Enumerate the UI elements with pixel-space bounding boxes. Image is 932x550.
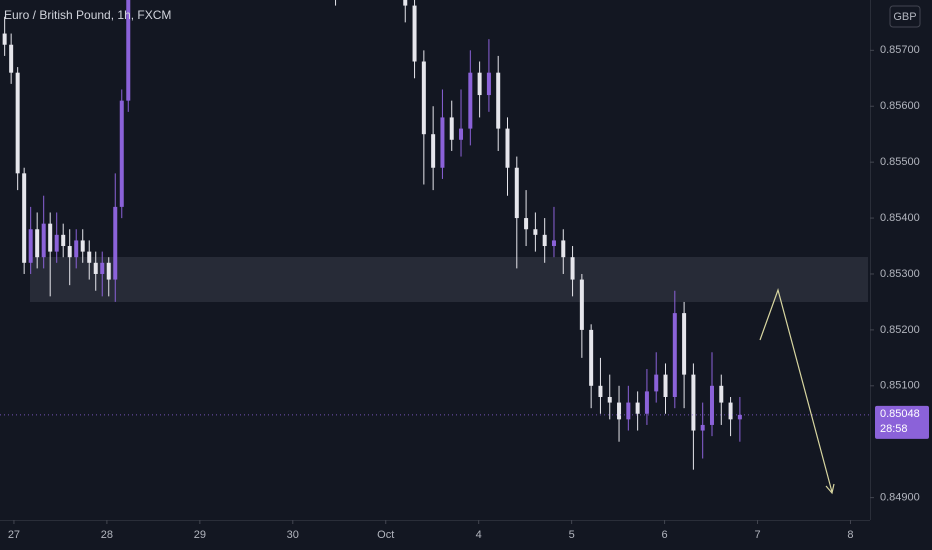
candle-body [561, 240, 566, 258]
candle-body [126, 0, 131, 101]
candle-body [579, 279, 584, 330]
candle-body [570, 257, 575, 280]
candle-body [542, 234, 547, 247]
candle-body [477, 72, 482, 96]
candle-body [100, 262, 105, 274]
candle-body [654, 374, 659, 392]
candle-body [54, 234, 59, 252]
y-tick-label: 0.85200 [880, 324, 920, 336]
candle-body [505, 128, 510, 168]
candle-body [607, 396, 612, 403]
x-tick-label: Oct [377, 529, 394, 541]
candle-body [412, 5, 417, 62]
candle-body [617, 402, 622, 420]
countdown: 28:58 [880, 423, 908, 435]
candle-body [682, 313, 687, 375]
y-tick-label: 0.85100 [880, 380, 920, 392]
candle-body [728, 402, 733, 420]
candle-body [533, 229, 538, 235]
x-tick-label: 27 [8, 529, 20, 541]
candle-body [119, 100, 124, 207]
x-tick-label: 7 [754, 529, 760, 541]
candle-body [35, 229, 40, 258]
candle-body [719, 385, 724, 403]
last-price-box [875, 405, 929, 439]
zone-rectangle [30, 257, 868, 302]
candle-body [440, 117, 445, 168]
x-tick-label: 8 [847, 529, 853, 541]
candle-body [514, 167, 519, 219]
candle-body [551, 240, 556, 247]
chart-title: Euro / British Pound, 1h, FXCM [4, 8, 171, 22]
candle-body [15, 72, 20, 174]
candle-body [74, 240, 79, 258]
y-tick-label: 0.85500 [880, 156, 920, 168]
candle-body [93, 262, 98, 274]
y-tick-label: 0.85600 [880, 100, 920, 112]
candle-body [644, 391, 649, 414]
candles [2, 0, 742, 470]
x-tick-label: 6 [662, 529, 668, 541]
candle-body [106, 262, 111, 280]
candle-body [22, 173, 27, 263]
candle-body [598, 385, 603, 397]
arrow-head [825, 483, 835, 495]
candle-body [737, 414, 742, 420]
currency-badge [889, 5, 921, 28]
candle-body [459, 128, 464, 140]
candle-body [87, 251, 92, 263]
candle-body [589, 329, 594, 386]
candle-body [67, 246, 72, 258]
candle-body [421, 61, 426, 135]
y-tick-label: 0.84900 [880, 492, 920, 504]
candle-body [113, 206, 118, 280]
candle-body [468, 72, 473, 129]
candle-body [709, 385, 714, 425]
candle-body [496, 72, 501, 129]
candle-body [626, 402, 631, 420]
x-tick-label: 4 [476, 529, 482, 541]
candle-body [449, 117, 454, 140]
candle-body [61, 234, 66, 247]
x-tick-label: 5 [569, 529, 575, 541]
candle-body [672, 313, 677, 397]
candle-body [524, 218, 529, 230]
y-tick-label: 0.85700 [880, 44, 920, 56]
candle-body [28, 229, 33, 263]
candle-body [403, 0, 408, 6]
candle-body [2, 33, 7, 45]
candle-body [48, 223, 53, 252]
candle-body [486, 72, 491, 96]
x-tick-label: 30 [287, 529, 299, 541]
x-tick-label: 28 [101, 529, 113, 541]
candle-body [700, 424, 705, 431]
y-tick-label: 0.85400 [880, 212, 920, 224]
last-price-label: 0.85048 [880, 408, 920, 420]
candle-body [431, 134, 436, 168]
x-tick-label: 29 [194, 529, 206, 541]
y-tick-label: 0.85300 [880, 268, 920, 280]
candle-body [41, 223, 46, 258]
candle-body [635, 402, 640, 414]
candle-body [663, 374, 668, 397]
candle-body [691, 374, 696, 431]
currency: GBP [893, 11, 916, 23]
projection-arrow [759, 287, 833, 493]
candle-body [9, 44, 14, 73]
candle-body [80, 240, 85, 252]
